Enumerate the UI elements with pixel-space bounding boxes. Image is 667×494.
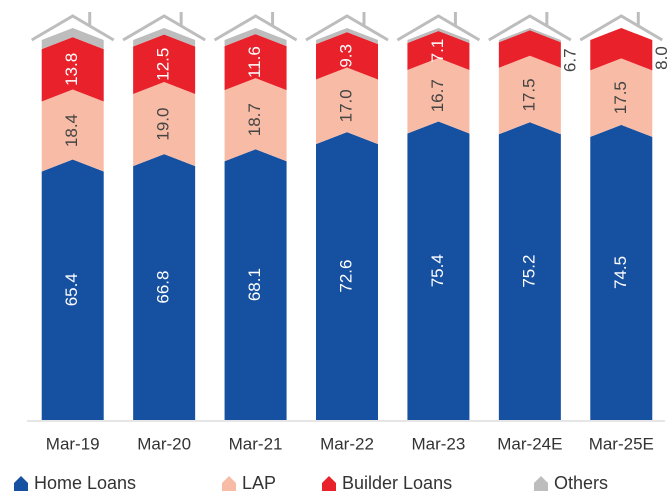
legend-label: Builder Loans <box>342 473 452 493</box>
value-label: 68.1 <box>245 268 264 301</box>
value-label: 7.1 <box>428 39 447 63</box>
legend-label: Others <box>554 473 608 493</box>
value-label: 72.6 <box>336 260 355 293</box>
value-label: 8.0 <box>652 46 667 70</box>
bar-segment <box>224 78 287 162</box>
bar-segment <box>41 28 104 50</box>
bar-segment <box>498 30 561 68</box>
x-tick-label: Mar-25E <box>589 434 654 453</box>
legend-label: LAP <box>242 473 276 493</box>
bar-segment <box>407 28 470 44</box>
x-tick-label: Mar-20 <box>137 434 191 453</box>
value-label: 65.4 <box>62 273 81 306</box>
value-label: 9.3 <box>336 44 355 68</box>
x-tick-label: Mar-21 <box>229 434 283 453</box>
value-label: 19.0 <box>154 108 173 141</box>
bar-segment <box>133 28 196 47</box>
value-label: 6.7 <box>560 48 579 72</box>
bar-segment <box>590 124 653 421</box>
legend-icon <box>322 476 336 491</box>
bar-segment <box>133 154 196 420</box>
bar-segment <box>407 58 470 134</box>
value-label: 13.8 <box>62 53 81 86</box>
x-tick-label: Mar-19 <box>46 434 100 453</box>
bar-segment <box>224 149 287 420</box>
bar-segment <box>224 28 287 47</box>
bar-segment <box>41 89 104 172</box>
roof <box>579 14 664 42</box>
roof <box>488 14 572 42</box>
value-label: 12.5 <box>154 48 173 81</box>
roof <box>122 14 206 42</box>
bar-segment <box>133 81 196 167</box>
bar-segment <box>407 121 470 420</box>
bar-segment <box>498 55 561 135</box>
roof <box>305 14 389 42</box>
legend-label: Home Loans <box>34 473 136 493</box>
value-label: 18.7 <box>245 103 264 136</box>
value-label: 75.4 <box>428 254 447 287</box>
value-label: 16.7 <box>428 79 447 112</box>
x-tick-label: Mar-23 <box>411 434 465 453</box>
value-label: 66.8 <box>154 271 173 304</box>
legend-icon <box>14 476 28 491</box>
bar-segment <box>316 32 378 80</box>
roof <box>396 14 481 42</box>
bar-segment <box>316 132 378 420</box>
bar-segment <box>316 28 378 45</box>
value-label: 18.4 <box>62 114 81 147</box>
value-label: 11.6 <box>245 46 264 78</box>
bar-segment <box>224 34 287 91</box>
value-label: 75.2 <box>519 255 538 288</box>
bar-segment <box>407 31 470 71</box>
x-tick-label: Mar-22 <box>320 434 374 453</box>
bar-segment <box>133 34 196 94</box>
value-label: 17.0 <box>336 89 355 122</box>
value-label: 17.5 <box>519 78 538 111</box>
value-label: 17.5 <box>611 81 630 114</box>
legend-icon <box>534 476 548 491</box>
roof <box>30 14 115 42</box>
legend-icon <box>222 476 236 491</box>
bar-segment <box>590 28 653 71</box>
bar-segment <box>41 159 104 421</box>
bar-segment <box>590 58 653 137</box>
value-label: 74.5 <box>611 256 630 289</box>
bar-segment <box>316 67 378 145</box>
bar-segment <box>498 122 561 421</box>
roof <box>213 14 298 42</box>
bar-segment <box>41 37 104 102</box>
x-tick-label: Mar-24E <box>497 434 562 453</box>
